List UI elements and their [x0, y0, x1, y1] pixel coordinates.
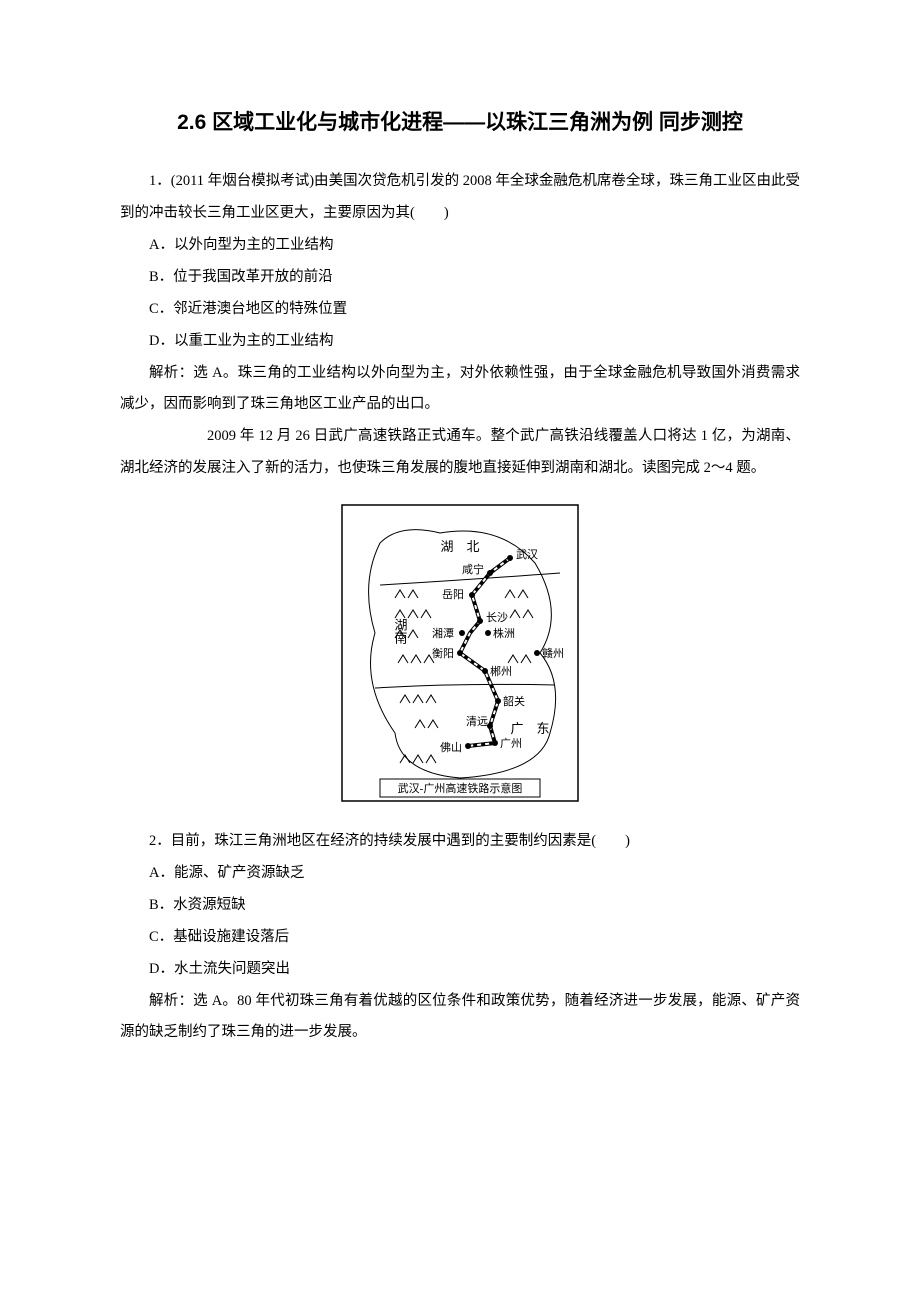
city-guangzhou: 广州 — [500, 737, 522, 750]
city-yueyang: 岳阳 — [442, 588, 464, 601]
passage-2-intro: 2009 年 12 月 26 日武广高速铁路正式通车。整个武广高铁沿线覆盖人口将… — [120, 421, 800, 485]
railway-map: 湖 北 湖南 广 东 武汉 咸宁 岳阳 长沙 湘潭 株洲 衡阳 郴州 赣州 韶关… — [120, 503, 800, 808]
q2-option-d: D．水土流失问题突出 — [120, 954, 800, 986]
city-ganzhou: 赣州 — [542, 646, 564, 660]
q2-option-a: A．能源、矿产资源缺乏 — [120, 858, 800, 890]
q1-answer: 解析：选 A。珠三角的工业结构以外向型为主，对外依赖性强，由于全球金融危机导致国… — [120, 358, 800, 422]
city-changsha: 长沙 — [486, 611, 508, 624]
q2-stem: 2．目前，珠江三角洲地区在经济的持续发展中遇到的主要制约因素是( ) — [120, 826, 800, 858]
railway-map-svg: 湖 北 湖南 广 东 武汉 咸宁 岳阳 长沙 湘潭 株洲 衡阳 郴州 赣州 韶关… — [340, 503, 580, 803]
q1-option-d: D．以重工业为主的工业结构 — [120, 326, 800, 358]
q2-option-b: B．水资源短缺 — [120, 890, 800, 922]
q2-option-c: C．基础设施建设落后 — [120, 922, 800, 954]
label-hubei: 湖 北 — [440, 539, 479, 554]
city-hengyang: 衡阳 — [432, 647, 454, 660]
city-zhuzhou: 株洲 — [493, 626, 515, 640]
city-xianning: 咸宁 — [462, 562, 484, 576]
q2-answer: 解析：选 A。80 年代初珠三角有着优越的区位条件和政策优势，随着经济进一步发展… — [120, 986, 800, 1050]
label-hunan: 湖南 — [393, 618, 408, 644]
map-caption: 武汉-广州高速铁路示意图 — [398, 781, 523, 795]
q1-option-a: A．以外向型为主的工业结构 — [120, 230, 800, 262]
city-qingyuan: 清远 — [466, 715, 488, 728]
page-title: 2.6 区域工业化与城市化进程——以珠江三角洲为例 同步测控 — [120, 100, 800, 146]
city-foshan: 佛山 — [440, 741, 462, 754]
city-xiangtan: 湘潭 — [432, 626, 454, 640]
q1-stem: 1．(2011 年烟台模拟考试)由美国次贷危机引发的 2008 年全球金融危机席… — [120, 166, 800, 230]
city-wuhan: 武汉 — [516, 548, 538, 561]
city-chenzhou: 郴州 — [490, 664, 512, 678]
q1-option-c: C．邻近港澳台地区的特殊位置 — [120, 294, 800, 326]
q1-option-b: B．位于我国改革开放的前沿 — [120, 262, 800, 294]
label-guangdong: 广 东 — [510, 721, 549, 736]
city-shaoguan: 韶关 — [503, 694, 525, 708]
